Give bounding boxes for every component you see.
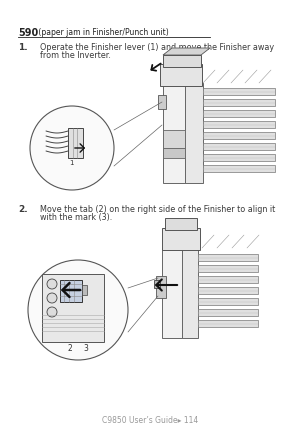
Bar <box>203 88 275 95</box>
Bar <box>68 128 83 158</box>
Text: 3: 3 <box>83 344 88 353</box>
Polygon shape <box>163 48 210 55</box>
Bar <box>42 274 104 342</box>
Bar <box>198 265 258 272</box>
Text: with the mark (3).: with the mark (3). <box>40 213 112 222</box>
Bar <box>198 309 258 316</box>
Text: Operate the Finisher lever (1) and move the Finisher away: Operate the Finisher lever (1) and move … <box>40 43 274 52</box>
Bar <box>163 83 185 183</box>
Bar <box>162 228 200 250</box>
Bar <box>82 285 87 295</box>
Bar <box>198 320 258 327</box>
Bar <box>162 248 182 338</box>
Circle shape <box>47 279 57 289</box>
Text: 1: 1 <box>69 160 74 166</box>
Text: from the Inverter.: from the Inverter. <box>40 51 111 60</box>
Bar <box>163 148 185 158</box>
Bar <box>203 165 275 172</box>
Bar <box>154 280 160 288</box>
Bar <box>203 132 275 139</box>
Bar <box>163 130 185 148</box>
Text: 2.: 2. <box>18 205 28 214</box>
Circle shape <box>47 293 57 303</box>
Text: 2: 2 <box>68 344 73 353</box>
Bar <box>203 154 275 161</box>
Bar <box>165 218 197 230</box>
Circle shape <box>30 106 114 190</box>
Text: (paper jam in Finisher/Punch unit): (paper jam in Finisher/Punch unit) <box>36 28 169 37</box>
Bar <box>163 55 201 67</box>
Bar <box>198 254 258 261</box>
Bar <box>60 280 82 302</box>
Text: Move the tab (2) on the right side of the Finisher to align it: Move the tab (2) on the right side of th… <box>40 205 275 214</box>
Bar <box>203 110 275 117</box>
Bar <box>203 121 275 128</box>
Bar <box>198 298 258 305</box>
Bar <box>182 248 198 338</box>
Text: 1.: 1. <box>18 43 28 52</box>
Bar <box>158 95 166 109</box>
Bar <box>185 83 203 183</box>
Bar <box>156 276 166 298</box>
Text: C9850 User’s Guide▸ 114: C9850 User’s Guide▸ 114 <box>102 416 198 425</box>
Bar <box>198 287 258 294</box>
Bar <box>160 64 202 86</box>
Text: 590: 590 <box>18 28 38 38</box>
Circle shape <box>28 260 128 360</box>
Bar <box>203 99 275 106</box>
Bar <box>198 276 258 283</box>
Circle shape <box>47 307 57 317</box>
Bar <box>203 143 275 150</box>
